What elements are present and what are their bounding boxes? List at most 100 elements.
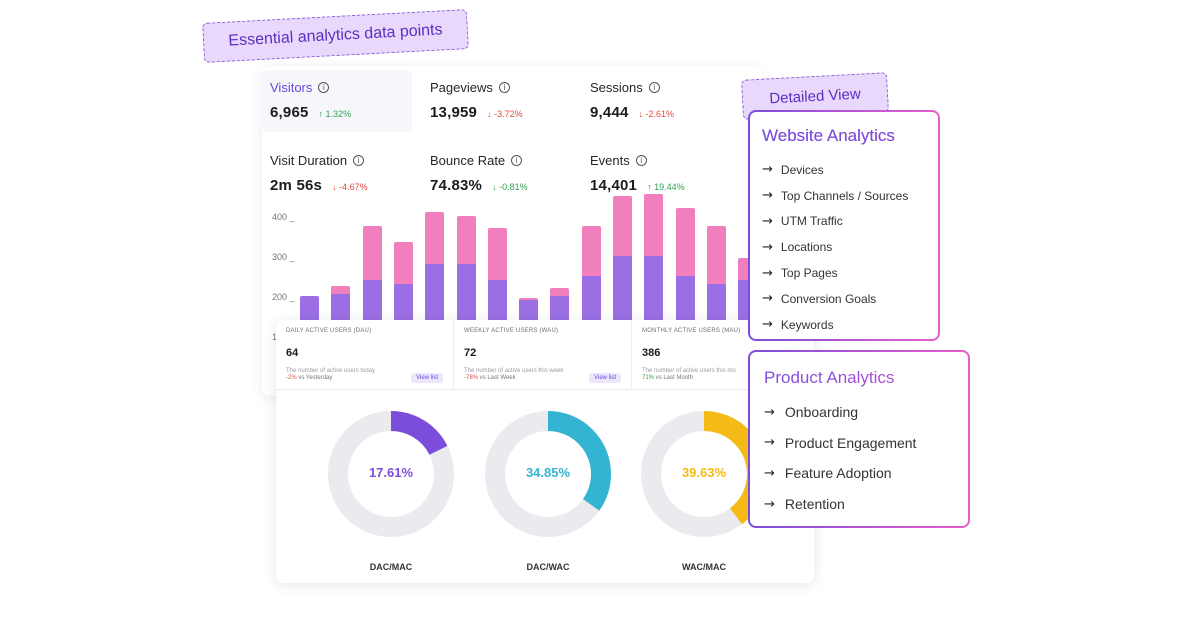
stat-wau: WEEKLY ACTIVE USERS (WAU) 72 The number … <box>454 320 632 390</box>
stat-desc: The number of active users today <box>286 368 376 374</box>
metric-visitors[interactable]: Visitors i 6,965 ↑ 1.32% <box>262 70 412 132</box>
metric-bounce-rate[interactable]: Bounce Rate i 74.83% ↓ -0.81% <box>422 143 572 205</box>
product-analytics-panel: Product Analytics → Onboarding → Product E… <box>748 350 970 528</box>
metric-delta: ↑ 19.44% <box>647 182 685 192</box>
metric-value: 2m 56s <box>270 177 323 194</box>
bar-segment-purple <box>706 284 726 320</box>
bar-segment-purple <box>519 300 539 320</box>
panel-item-conversion-goals[interactable]: → Conversion Goals <box>762 286 926 312</box>
panel-item-devices[interactable]: → Devices <box>762 157 926 183</box>
metric-label: Bounce Rate <box>430 153 506 168</box>
info-icon[interactable]: i <box>635 155 647 166</box>
panel-item-label: Onboarding <box>784 404 859 421</box>
info-icon[interactable]: i <box>648 82 660 93</box>
y-tick-300: 300 _ <box>272 252 295 262</box>
panel-item-top-pages[interactable]: → Top Pages <box>762 260 926 286</box>
active-users-card: DAILY ACTIVE USERS (DAU) 64 The number o… <box>276 320 814 583</box>
panel-item-feature-adoption[interactable]: → Feature Adoption <box>764 458 954 489</box>
stat-value: 64 <box>286 347 299 359</box>
metric-delta: ↓ -2.61% <box>638 109 675 119</box>
bar-segment-pink <box>519 298 539 300</box>
y-tick-200: 200 _ <box>272 292 295 302</box>
metric-sessions[interactable]: Sessions i 9,444 ↓ -2.61% <box>582 70 732 132</box>
stat-title: DAILY ACTIVE USERS (DAU) <box>286 328 372 334</box>
metric-events[interactable]: Events i 14,401 ↑ 19.44% <box>582 143 732 205</box>
donut-wac-mac <box>641 411 767 537</box>
metric-pageviews[interactable]: Pageviews i 13,959 ↓ -3.72% <box>422 70 572 132</box>
stat-delta-value: -2% <box>286 375 297 381</box>
bar-segment-pink <box>425 212 445 264</box>
panel-title: Website Analytics <box>762 126 926 146</box>
chart-bar[interactable] <box>613 196 632 320</box>
arrow-right-icon: → <box>762 265 773 281</box>
chart-bar[interactable] <box>706 226 726 320</box>
stat-dau: DAILY ACTIVE USERS (DAU) 64 The number o… <box>276 320 454 390</box>
essential-tag: Essential analytics data points <box>202 9 469 63</box>
panel-item-label: Retention <box>784 496 845 513</box>
stat-value: 386 <box>642 347 661 359</box>
product-analytics-list: → Onboarding → Product Engagement → Feature… <box>764 397 954 519</box>
metric-label: Sessions <box>590 80 643 95</box>
donut-percent: 17.61% <box>368 465 414 480</box>
chart-bar[interactable] <box>425 212 445 320</box>
chart-bar[interactable] <box>644 194 664 320</box>
bar-segment-purple <box>456 264 476 320</box>
panel-title: Product Analytics <box>764 368 954 388</box>
panel-item-utm-traffic[interactable]: → UTM Traffic <box>762 209 926 235</box>
panel-item-locations[interactable]: → Locations <box>762 234 926 260</box>
donut-caption: WAC/MAC <box>682 562 726 572</box>
chart-bar[interactable] <box>331 286 351 320</box>
bar-segment-pink <box>738 258 758 280</box>
panel-item-label: Top Channels / Sources <box>780 188 909 203</box>
chart-bar[interactable] <box>550 288 570 320</box>
arrow-right-icon: → <box>762 291 773 307</box>
view-list-button[interactable]: View list <box>589 373 621 383</box>
metric-visit-duration[interactable]: Visit Duration i 2m 56s ↓ -4.67% <box>262 143 412 205</box>
info-icon[interactable]: i <box>353 155 365 166</box>
y-tick-400: 400 _ <box>272 212 295 222</box>
stat-title: MONTHLY ACTIVE USERS (MAU) <box>642 328 741 334</box>
chart-bar[interactable] <box>300 296 319 320</box>
arrow-right-icon: → <box>764 404 775 420</box>
y-tick-100: 1 <box>272 332 278 342</box>
chart-bar[interactable] <box>519 298 539 320</box>
panel-item-retention[interactable]: → Retention <box>764 489 954 520</box>
donut-arc <box>485 411 611 537</box>
chart-bar[interactable] <box>362 226 382 320</box>
stat-delta: -2% vs Yesterday <box>286 375 332 381</box>
info-icon[interactable]: i <box>511 155 523 166</box>
panel-item-keywords[interactable]: → Keywords <box>762 312 926 338</box>
panel-item-label: Keywords <box>780 317 834 332</box>
chart-bar[interactable] <box>675 208 695 320</box>
bar-segment-pink <box>644 194 664 256</box>
info-icon[interactable]: i <box>498 82 510 93</box>
view-list-button[interactable]: View list <box>411 373 443 383</box>
stat-value: 72 <box>464 347 477 359</box>
arrow-right-icon: → <box>762 162 773 178</box>
chart-bar[interactable] <box>456 216 476 320</box>
chart-bar[interactable] <box>487 228 507 320</box>
bar-segment-purple <box>613 256 632 320</box>
chart-bar[interactable] <box>393 242 413 320</box>
metric-delta: ↓ -0.81% <box>492 182 528 192</box>
panel-item-label: UTM Traffic <box>780 214 843 229</box>
bar-segment-pink <box>581 226 601 276</box>
panel-item-onboarding[interactable]: → Onboarding <box>764 397 954 428</box>
donut-dac-wac <box>485 411 611 537</box>
stat-mau: MONTHLY ACTIVE USERS (MAU) 386 The numbe… <box>632 320 810 390</box>
info-icon[interactable]: i <box>318 82 330 93</box>
bar-segment-purple <box>675 276 695 320</box>
stat-desc: The number of active users this mo <box>642 368 736 374</box>
panel-item-product-engagement[interactable]: → Product Engagement <box>764 428 954 459</box>
metric-value: 6,965 <box>270 104 309 121</box>
website-analytics-panel: Website Analytics → Devices → Top Channels… <box>748 110 940 341</box>
chart-bar[interactable] <box>738 258 758 320</box>
bar-segment-pink <box>331 286 351 294</box>
metric-value: 9,444 <box>590 104 629 121</box>
bar-segment-purple <box>300 296 319 320</box>
chart-bar[interactable] <box>581 226 601 320</box>
panel-item-label: Feature Adoption <box>784 465 892 482</box>
panel-item-top-channels[interactable]: → Top Channels / Sources <box>762 183 926 209</box>
panel-item-label: Devices <box>780 162 824 177</box>
metric-delta: ↑ 1.32% <box>318 109 352 119</box>
